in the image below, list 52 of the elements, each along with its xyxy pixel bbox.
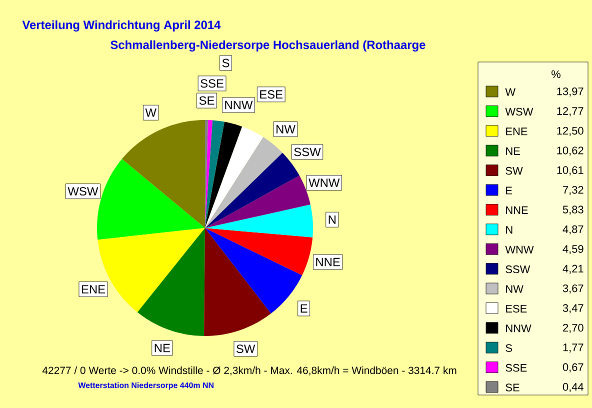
legend-label: SSE: [506, 364, 527, 372]
slice-label: W: [145, 108, 156, 117]
chart-subtitle: Schmallenberg-Niedersorpe Hochsauerland (Rothaarge: [110, 40, 426, 52]
legend-label: W: [505, 88, 516, 96]
legend-label: WSW: [505, 108, 534, 116]
data-label: 1,77: [563, 344, 584, 353]
slice-label: E: [300, 304, 308, 313]
legend-label: ENE: [506, 128, 528, 136]
data-label: 3,47: [562, 304, 584, 314]
legend-label: SSW: [506, 265, 530, 274]
data-label: 12,77: [557, 107, 584, 116]
legend-label: WNW: [505, 246, 534, 254]
slice-label: N: [328, 216, 336, 224]
data-label: 12,50: [557, 126, 584, 136]
legend-label: NW: [506, 285, 524, 293]
data-label: 4,21: [562, 264, 584, 274]
slice-label: NNE: [316, 258, 340, 266]
legend-label: S: [506, 344, 512, 352]
legend-label: NE: [506, 147, 520, 155]
legend-label: N: [506, 226, 512, 234]
slice-label: SW: [236, 344, 256, 354]
slice-label: WSW: [68, 187, 98, 196]
data-label: 7,32: [563, 186, 584, 196]
slice-label: NW: [276, 125, 296, 134]
legend-label: NNE: [506, 206, 528, 214]
data-label: 13,97: [557, 87, 584, 97]
data-label: 10,61: [557, 166, 584, 176]
slice-label: SSE: [200, 79, 224, 88]
text: 42277 / 0 Werte -> 0.0% Windstille - Ø 2,3km/h - Max. 46,8km/h = Windböen - 3314.7 km: [42, 366, 456, 376]
legend-label: E: [506, 186, 512, 194]
chart-title: Verteilung Windrichtung April 2014: [22, 20, 221, 32]
data-label: 2,70: [563, 324, 584, 333]
data-label: 5,83: [562, 206, 584, 215]
slice-label: WNW: [308, 178, 340, 187]
legend-label: NNW: [506, 324, 532, 332]
legend-label: SE: [506, 384, 520, 392]
data-label: 10,62: [557, 146, 584, 156]
data-label: 3,67: [562, 284, 584, 294]
category-label: S: [222, 58, 230, 68]
slice-label: NNW: [225, 100, 253, 110]
slice-label: ESE: [260, 90, 283, 99]
data-label: 0,67: [562, 363, 584, 372]
slice-label: NE: [154, 344, 170, 352]
data-label: 0,44: [562, 382, 584, 392]
data-label: 4,87: [562, 225, 584, 234]
slice-label: SE: [199, 96, 214, 105]
legend-label: SW: [506, 166, 523, 175]
slice-label: ENE: [82, 285, 106, 294]
data-label: 4,59: [562, 245, 584, 254]
legend-title: %: [552, 70, 560, 78]
slice-label: SSW: [294, 148, 321, 156]
legend-label: ESE: [506, 304, 527, 313]
